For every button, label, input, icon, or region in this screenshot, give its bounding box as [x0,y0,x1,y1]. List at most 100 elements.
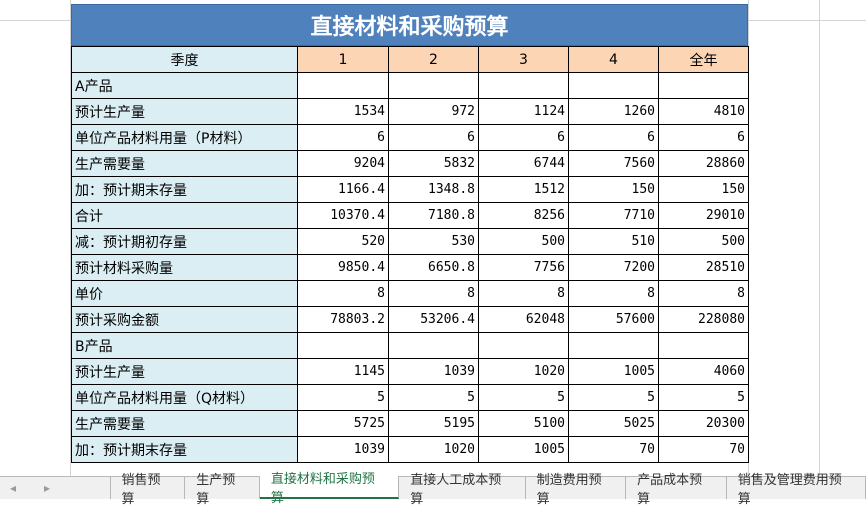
value-cell[interactable]: 5 [568,384,659,411]
row-label-cell[interactable]: 预计材料采购量 [71,254,298,281]
value-cell[interactable]: 28510 [658,254,749,281]
value-cell[interactable]: 78803.2 [297,306,389,333]
value-cell[interactable]: 5100 [478,410,569,437]
value-cell[interactable] [478,72,569,99]
value-cell[interactable]: 1512 [478,176,569,203]
value-cell[interactable]: 5725 [297,410,389,437]
sheet-tab[interactable]: 销售及管理费用预算 [727,473,866,507]
row-label-cell[interactable]: 预计生产量 [71,358,298,385]
value-cell[interactable] [658,72,749,99]
value-cell[interactable]: 70 [568,436,659,463]
value-cell[interactable]: 6 [388,124,479,151]
value-cell[interactable] [658,332,749,359]
value-cell[interactable]: 20300 [658,410,749,437]
value-cell[interactable]: 1145 [297,358,389,385]
value-cell[interactable]: 1260 [568,98,659,125]
value-cell[interactable]: 70 [658,436,749,463]
value-cell[interactable]: 8 [388,280,479,307]
value-cell[interactable]: 57600 [568,306,659,333]
value-cell[interactable] [478,332,569,359]
value-cell[interactable]: 9204 [297,150,389,177]
value-cell[interactable]: 1124 [478,98,569,125]
row-label-cell[interactable]: 单位产品材料用量（P材料） [71,124,298,151]
value-cell[interactable]: 5 [658,384,749,411]
value-cell[interactable]: 6 [478,124,569,151]
value-cell[interactable] [568,72,659,99]
value-cell[interactable]: 7180.8 [388,202,479,229]
value-cell[interactable]: 150 [568,176,659,203]
value-cell[interactable]: 8 [478,280,569,307]
sheet-tab[interactable]: 产品成本预算 [626,473,727,507]
value-cell[interactable]: 1166.4 [297,176,389,203]
value-cell[interactable] [388,332,479,359]
value-cell[interactable]: 500 [658,228,749,255]
header-cell-q4[interactable]: 4 [568,46,659,73]
header-cell-quarter[interactable]: 季度 [71,46,298,73]
header-cell-q3[interactable]: 3 [478,46,569,73]
spreadsheet-grid[interactable]: 直接材料和采购预算 季度 1 2 3 4 全年 A产品 预计生产量 1534 972 1… [0,0,866,476]
value-cell[interactable]: 10370.4 [297,202,389,229]
value-cell[interactable]: 6 [658,124,749,151]
value-cell[interactable]: 8 [568,280,659,307]
header-cell-q2[interactable]: 2 [388,46,479,73]
row-label-cell[interactable]: 单价 [71,280,298,307]
sheet-title[interactable]: 直接材料和采购预算 [71,4,748,46]
header-cell-year[interactable]: 全年 [658,46,749,73]
value-cell[interactable]: 6744 [478,150,569,177]
value-cell[interactable]: 4810 [658,98,749,125]
value-cell[interactable]: 5 [388,384,479,411]
row-label-cell[interactable]: 生产需要量 [71,150,298,177]
row-label-cell[interactable]: 加：预计期末存量 [71,176,298,203]
row-label-cell[interactable]: 预计生产量 [71,98,298,125]
row-label-cell[interactable]: B产品 [71,332,298,359]
sheet-tab[interactable]: 直接材料和采购预算 [259,472,400,506]
value-cell[interactable]: 1005 [568,358,659,385]
value-cell[interactable]: 29010 [658,202,749,229]
value-cell[interactable]: 1039 [388,358,479,385]
value-cell[interactable]: 6650.8 [388,254,479,281]
value-cell[interactable]: 1348.8 [388,176,479,203]
value-cell[interactable]: 972 [388,98,479,125]
value-cell[interactable]: 7756 [478,254,569,281]
sheet-tab[interactable]: 销售预算 [109,473,186,507]
value-cell[interactable]: 7560 [568,150,659,177]
sheet-tab[interactable]: 生产预算 [185,473,260,507]
next-sheet-icon[interactable]: ▸ [44,481,51,495]
value-cell[interactable]: 8256 [478,202,569,229]
value-cell[interactable]: 5195 [388,410,479,437]
value-cell[interactable]: 228080 [658,306,749,333]
value-cell[interactable]: 1020 [388,436,479,463]
value-cell[interactable]: 1039 [297,436,389,463]
value-cell[interactable]: 53206.4 [388,306,479,333]
value-cell[interactable]: 9850.4 [297,254,389,281]
value-cell[interactable]: 5025 [568,410,659,437]
row-label-cell[interactable]: 生产需要量 [71,410,298,437]
row-label-cell[interactable]: A产品 [71,72,298,99]
value-cell[interactable]: 510 [568,228,659,255]
prev-sheet-icon[interactable]: ◂ [10,481,17,495]
value-cell[interactable]: 1005 [478,436,569,463]
value-cell[interactable]: 1020 [478,358,569,385]
sheet-tab[interactable]: 直接人工成本预算 [399,473,526,507]
value-cell[interactable]: 7200 [568,254,659,281]
value-cell[interactable] [388,72,479,99]
value-cell[interactable]: 8 [297,280,389,307]
value-cell[interactable]: 5832 [388,150,479,177]
value-cell[interactable]: 530 [388,228,479,255]
row-label-cell[interactable]: 减：预计期初存量 [71,228,298,255]
value-cell[interactable]: 500 [478,228,569,255]
value-cell[interactable]: 520 [297,228,389,255]
row-label-cell[interactable]: 单位产品材料用量（Q材料） [71,384,298,411]
value-cell[interactable]: 1534 [297,98,389,125]
value-cell[interactable] [568,332,659,359]
value-cell[interactable] [297,72,389,99]
value-cell[interactable]: 28860 [658,150,749,177]
header-cell-q1[interactable]: 1 [297,46,389,73]
value-cell[interactable]: 7710 [568,202,659,229]
sheet-tab[interactable]: 制造费用预算 [526,473,627,507]
value-cell[interactable] [297,332,389,359]
value-cell[interactable]: 5 [478,384,569,411]
value-cell[interactable]: 6 [297,124,389,151]
value-cell[interactable]: 150 [658,176,749,203]
row-label-cell[interactable]: 合计 [71,202,298,229]
